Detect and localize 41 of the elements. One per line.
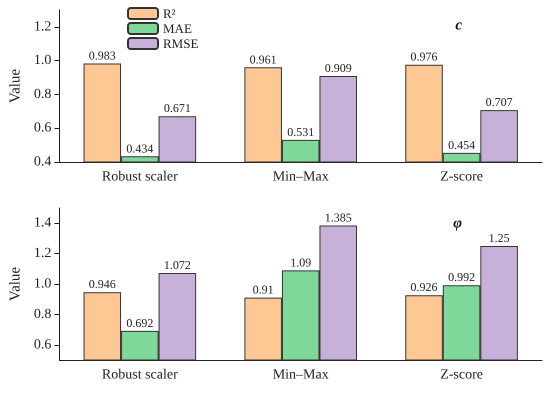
y-tick-label: 0.4 xyxy=(34,154,52,170)
annotation: φ xyxy=(453,216,462,232)
data-label: 0.909 xyxy=(324,61,352,76)
y-tick-label: 0.6 xyxy=(34,120,52,136)
data-label: 0.707 xyxy=(486,95,513,110)
data-label: 1.072 xyxy=(164,258,191,272)
data-label: 0.531 xyxy=(287,124,314,139)
x-tick-label: Min–Max xyxy=(272,368,329,382)
y-tick-label: 0.6 xyxy=(34,337,52,352)
data-label: 0.961 xyxy=(250,52,277,66)
y-axis-title: Value xyxy=(8,68,24,104)
y-tick-label: 0.8 xyxy=(34,86,52,102)
data-label: 0.692 xyxy=(126,316,154,330)
x-tick-label: Min–Max xyxy=(272,170,329,184)
x-tick-label: Robust scaler xyxy=(102,368,178,382)
y-tick-label: 1.2 xyxy=(34,246,52,262)
data-label: 0.992 xyxy=(448,270,476,284)
data-label: 0.976 xyxy=(410,50,438,64)
y-axis-title: Value xyxy=(8,266,24,302)
data-label: 0.983 xyxy=(88,48,116,63)
legend-label: R² xyxy=(163,6,176,21)
data-label: 1.25 xyxy=(488,231,510,245)
data-label: 1.385 xyxy=(324,210,352,224)
y-tick-label: 0.8 xyxy=(34,306,52,322)
legend-label: RMSE xyxy=(163,36,198,51)
data-label: 0.454 xyxy=(448,138,476,152)
data-label: 0.434 xyxy=(126,141,154,156)
x-tick-label: Z-score xyxy=(440,170,483,184)
y-tick-label: 1.0 xyxy=(34,53,52,68)
data-label: 0.671 xyxy=(164,101,191,116)
annotation: c xyxy=(455,18,462,34)
data-label: 0.946 xyxy=(88,277,116,292)
data-label: 1.09 xyxy=(290,255,312,270)
y-tick-label: 1.4 xyxy=(34,216,52,231)
y-tick-label: 1.0 xyxy=(34,276,52,292)
data-label: 0.926 xyxy=(410,280,438,294)
legend-label: MAE xyxy=(163,21,192,36)
y-tick-label: 1.2 xyxy=(34,19,52,34)
x-tick-label: Robust scaler xyxy=(102,170,178,184)
x-tick-label: Z-score xyxy=(440,368,483,382)
data-label: 0.91 xyxy=(252,282,274,297)
